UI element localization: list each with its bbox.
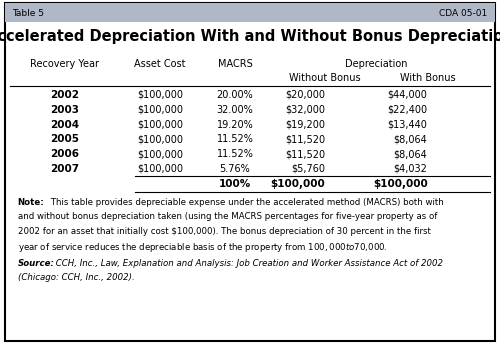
Text: Recovery Year: Recovery Year — [30, 58, 100, 69]
Text: 2004: 2004 — [50, 119, 80, 130]
Text: 100%: 100% — [219, 179, 251, 189]
Text: $100,000: $100,000 — [137, 105, 183, 115]
Text: Table 5: Table 5 — [12, 9, 44, 18]
Text: $20,000: $20,000 — [285, 90, 325, 100]
FancyBboxPatch shape — [5, 3, 495, 341]
Text: $8,064: $8,064 — [394, 149, 428, 159]
Text: year of service reduces the depreciable basis of the property from $100,000 to $: year of service reduces the depreciable … — [18, 241, 387, 254]
Text: 2003: 2003 — [50, 105, 80, 115]
Text: 20.00%: 20.00% — [216, 90, 254, 100]
Text: 2002: 2002 — [50, 90, 80, 100]
Text: $100,000: $100,000 — [137, 90, 183, 100]
Text: Note:: Note: — [18, 198, 44, 207]
Text: Depreciation: Depreciation — [345, 58, 408, 69]
Text: $4,032: $4,032 — [394, 164, 428, 174]
Text: $100,000: $100,000 — [137, 164, 183, 174]
Text: $13,440: $13,440 — [388, 119, 428, 130]
Text: $100,000: $100,000 — [373, 179, 428, 189]
Text: $5,760: $5,760 — [291, 164, 325, 174]
Text: 2002 for an asset that initially cost $100,000). The bonus depreciation of 30 pe: 2002 for an asset that initially cost $1… — [18, 227, 430, 236]
Text: $100,000: $100,000 — [137, 134, 183, 144]
Text: MACRS: MACRS — [218, 58, 252, 69]
Text: (Chicago: CCH, Inc., 2002).: (Chicago: CCH, Inc., 2002). — [18, 273, 134, 282]
Text: $11,520: $11,520 — [285, 134, 325, 144]
Text: 5.76%: 5.76% — [220, 164, 250, 174]
Text: 2005: 2005 — [50, 134, 80, 144]
Text: and without bonus depreciation taken (using the MACRS percentages for five-year : and without bonus depreciation taken (us… — [18, 212, 437, 221]
Text: With Bonus: With Bonus — [400, 73, 456, 84]
Text: 2006: 2006 — [50, 149, 80, 159]
Text: 2007: 2007 — [50, 164, 80, 174]
Text: Source:: Source: — [18, 259, 54, 268]
Text: CCH, Inc., Law, Explanation and Analysis: Job Creation and Worker Assistance Act: CCH, Inc., Law, Explanation and Analysis… — [52, 259, 442, 268]
Text: $22,400: $22,400 — [388, 105, 428, 115]
Text: CDA 05-01: CDA 05-01 — [440, 9, 488, 18]
FancyBboxPatch shape — [5, 3, 495, 22]
Text: Asset Cost: Asset Cost — [134, 58, 186, 69]
Text: This table provides depreciable expense under the accelerated method (MACRS) bot: This table provides depreciable expense … — [48, 198, 444, 207]
Text: Accelerated Depreciation With and Without Bonus Depreciation: Accelerated Depreciation With and Withou… — [0, 29, 500, 44]
Text: $100,000: $100,000 — [137, 119, 183, 130]
Text: $8,064: $8,064 — [394, 134, 428, 144]
Text: 19.20%: 19.20% — [216, 119, 254, 130]
Text: $32,000: $32,000 — [285, 105, 325, 115]
Text: $11,520: $11,520 — [285, 149, 325, 159]
Text: $19,200: $19,200 — [285, 119, 325, 130]
Text: Without Bonus: Without Bonus — [289, 73, 361, 84]
Text: 32.00%: 32.00% — [216, 105, 254, 115]
Text: $100,000: $100,000 — [270, 179, 325, 189]
Text: $44,000: $44,000 — [388, 90, 428, 100]
Text: 11.52%: 11.52% — [216, 149, 254, 159]
Text: $100,000: $100,000 — [137, 149, 183, 159]
Text: 11.52%: 11.52% — [216, 134, 254, 144]
